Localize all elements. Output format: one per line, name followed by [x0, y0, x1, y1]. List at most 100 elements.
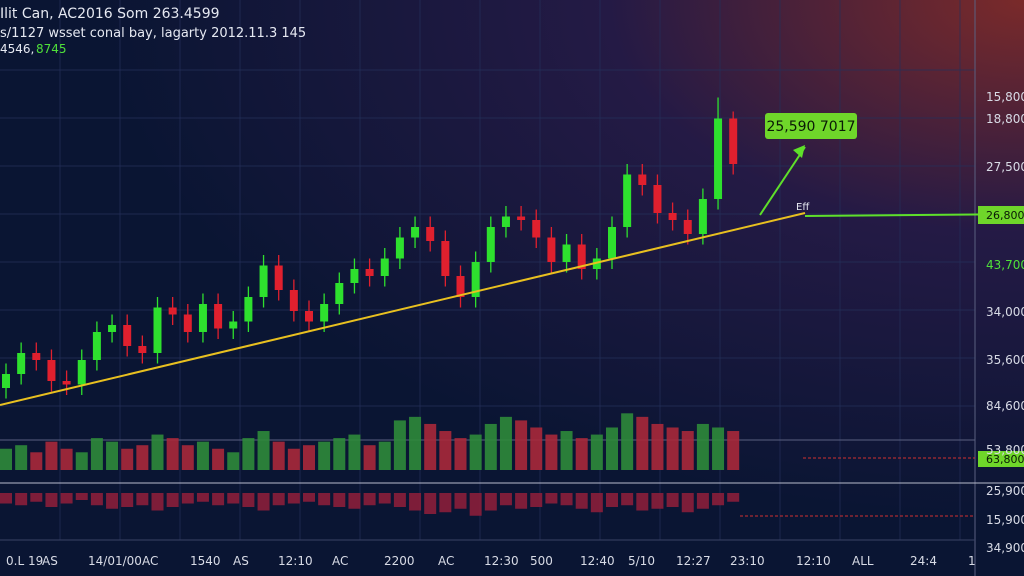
time-label: 1 [968, 554, 976, 568]
candle-body [486, 227, 495, 262]
candle-body [32, 353, 41, 360]
oscillator-bar [0, 493, 12, 504]
volume-bar [666, 427, 679, 470]
volume-bar [106, 441, 119, 470]
candle-body [274, 265, 283, 290]
volume-bar [484, 423, 497, 470]
candle-body [350, 269, 359, 283]
time-label: AC [142, 554, 158, 568]
candle-body [138, 346, 147, 353]
candle-body [259, 265, 268, 297]
oscillator-bar [545, 493, 558, 504]
oscillator-bar [257, 493, 270, 511]
time-label: 5/10 [628, 554, 655, 568]
volume-bar [363, 445, 376, 470]
oscillator-bar [621, 493, 634, 506]
volume-bar [499, 416, 512, 470]
grid [0, 0, 975, 540]
price-tag-text: 26,800 [986, 209, 1024, 222]
oscillator-bar [499, 493, 512, 506]
candle-body [426, 227, 435, 241]
candle-body [623, 174, 632, 227]
oscillator-bar [409, 493, 422, 511]
oscillator-bar [272, 493, 285, 506]
candle-body [244, 297, 253, 322]
candle-body [320, 304, 329, 322]
candle-body [92, 332, 101, 360]
volume-bar [712, 427, 725, 470]
candle-body [683, 220, 692, 234]
oscillator-bar [575, 493, 588, 509]
volume-bar [454, 438, 467, 470]
volume-bar [333, 438, 346, 470]
candle-body [305, 311, 313, 322]
candle-body [653, 185, 662, 213]
price-label: 35,600 [986, 353, 1024, 367]
volume-bar [696, 423, 709, 470]
oscillator-bar [681, 493, 694, 513]
oscillator-bar [378, 493, 391, 504]
time-label: 12:27 [676, 554, 711, 568]
oscillator-bar [439, 493, 452, 513]
oscillator-bar [636, 493, 649, 511]
candle-body [395, 237, 404, 259]
price-tag [978, 451, 1024, 467]
candle-body [214, 304, 223, 329]
time-label: 1540 [190, 554, 221, 568]
candle-body [2, 374, 10, 388]
candle-body [47, 360, 56, 381]
oscillator-bar [121, 493, 134, 507]
oscillator-bar [227, 493, 240, 504]
volume-bar [469, 434, 482, 470]
oscillator-bar [530, 493, 543, 507]
volume-bar [681, 431, 694, 470]
price-tag-text: 63,800 [986, 453, 1024, 466]
volume-bar [287, 448, 300, 470]
oscillator-bar [90, 493, 103, 506]
candle-body [547, 237, 556, 262]
candle-body [441, 241, 450, 276]
time-label: 500 [530, 554, 553, 568]
candle-body [153, 307, 162, 353]
volume-bar [545, 434, 558, 470]
oscillator-bar [727, 493, 740, 502]
volume-bar [15, 445, 28, 470]
time-label: AS [233, 554, 249, 568]
volume-bar [515, 420, 528, 470]
volume-bar [151, 434, 164, 470]
oscillator-bar [303, 493, 315, 502]
time-label: ALL [852, 554, 874, 568]
price-tag [978, 206, 1024, 224]
time-label: 23:10 [730, 554, 765, 568]
volume-bar [560, 431, 573, 470]
oscillator-bar [181, 493, 194, 504]
candle-body [456, 276, 465, 297]
volume-bar [621, 413, 634, 470]
candle-body [608, 227, 616, 259]
price-label: 84,600 [986, 399, 1024, 413]
volume-bar [393, 420, 406, 470]
oscillator-bar [30, 493, 43, 502]
oscillator-bar [469, 493, 482, 516]
oscillator-bar [212, 493, 225, 506]
candle-body [229, 321, 238, 329]
oscillator-bar [712, 493, 725, 506]
arrow-head [793, 145, 805, 158]
volume-bar [196, 441, 209, 470]
candle-body [411, 227, 420, 238]
time-label: 2200 [384, 554, 415, 568]
volume-bar [166, 438, 179, 470]
time-label: 0.L 19 [6, 554, 43, 568]
series [0, 97, 740, 516]
volume-bar [0, 448, 12, 470]
header-value: 4546, [0, 42, 34, 56]
oscillator-bar [318, 493, 331, 506]
candle-body [714, 118, 723, 199]
volume-bar [651, 423, 664, 470]
callout-box [765, 113, 857, 139]
volume-bar [212, 448, 225, 470]
candle-body [698, 199, 707, 234]
volume-bar [242, 438, 255, 470]
volume-bar [575, 438, 588, 470]
candle-body [638, 174, 647, 185]
